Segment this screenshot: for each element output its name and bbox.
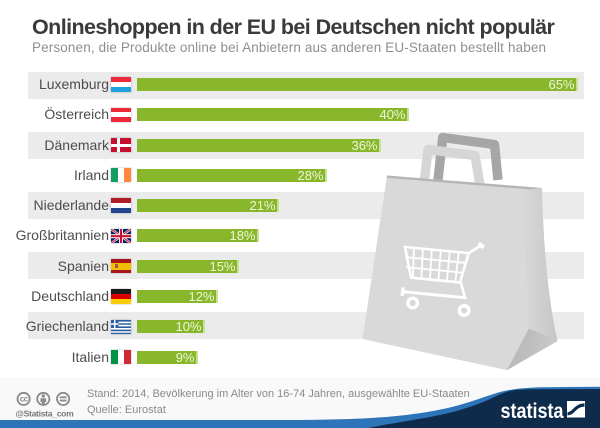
svg-text:statista: statista	[501, 400, 564, 424]
svg-text:cc: cc	[20, 395, 29, 404]
svg-text:@Statista_com: @Statista_com	[16, 408, 75, 418]
